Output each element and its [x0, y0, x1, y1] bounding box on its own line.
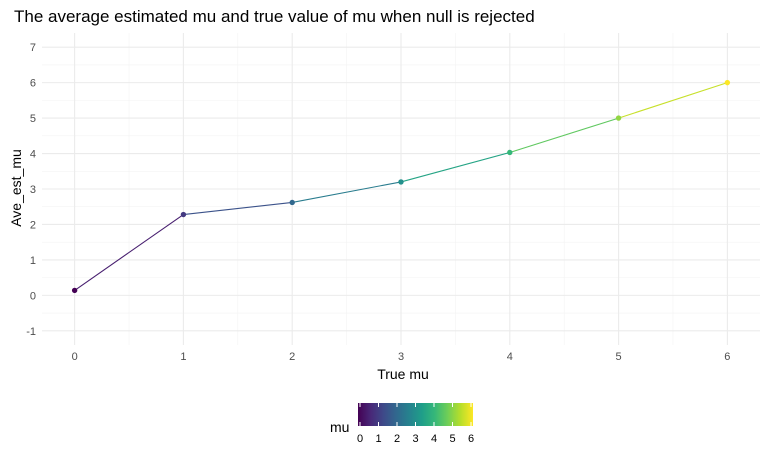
series-points [71, 79, 731, 294]
series-line [74, 82, 728, 291]
y-axis-title: Ave_est_mu [8, 149, 24, 227]
x-tick-label: 5 [616, 351, 622, 363]
x-tick-label: 2 [289, 351, 295, 363]
y-tick-label: 4 [30, 149, 36, 161]
x-tick-label: 0 [72, 351, 78, 363]
legend-tick-label: 1 [375, 433, 381, 445]
line-segment [400, 151, 510, 183]
line-segment [74, 214, 184, 291]
legend-tick-label: 3 [412, 433, 418, 445]
legend-tick-label: 0 [357, 433, 363, 445]
x-tick-label: 3 [398, 351, 404, 363]
data-point [724, 79, 731, 86]
legend-tick-label: 5 [449, 433, 455, 445]
y-axis-ticks: -1 0 1 2 3 4 5 6 7 [26, 42, 36, 338]
line-segment [292, 181, 402, 204]
legend-title: mu [330, 419, 349, 435]
line-segment [618, 82, 728, 119]
x-tick-label: 1 [180, 351, 186, 363]
data-point [615, 115, 622, 121]
y-tick-label: 5 [30, 113, 36, 125]
y-tick-label: 3 [30, 184, 36, 196]
data-point [180, 211, 187, 218]
y-tick-label: 6 [30, 78, 36, 90]
data-point [71, 287, 78, 294]
y-tick-label: -1 [26, 326, 36, 338]
x-tick-label: 6 [724, 351, 730, 363]
x-tick-label: 4 [507, 351, 513, 363]
data-point [289, 199, 295, 206]
legend-colorbar [358, 403, 473, 426]
chart-title: The average estimated mu and true value … [14, 7, 535, 26]
x-axis-ticks: 0 1 2 3 4 5 6 [72, 351, 731, 363]
y-tick-label: 0 [30, 290, 36, 302]
legend-tick-label: 6 [468, 433, 474, 445]
y-tick-label: 1 [30, 255, 36, 267]
legend-tick-label: 2 [394, 433, 400, 445]
y-tick-label: 7 [30, 42, 36, 54]
line-segment [509, 117, 619, 154]
x-axis-title: True mu [377, 366, 429, 382]
legend-tick-label: 4 [431, 433, 437, 445]
data-point [398, 179, 404, 185]
line-segment [183, 201, 293, 216]
data-point [507, 149, 513, 156]
y-tick-label: 2 [30, 219, 36, 231]
grid [42, 33, 760, 345]
